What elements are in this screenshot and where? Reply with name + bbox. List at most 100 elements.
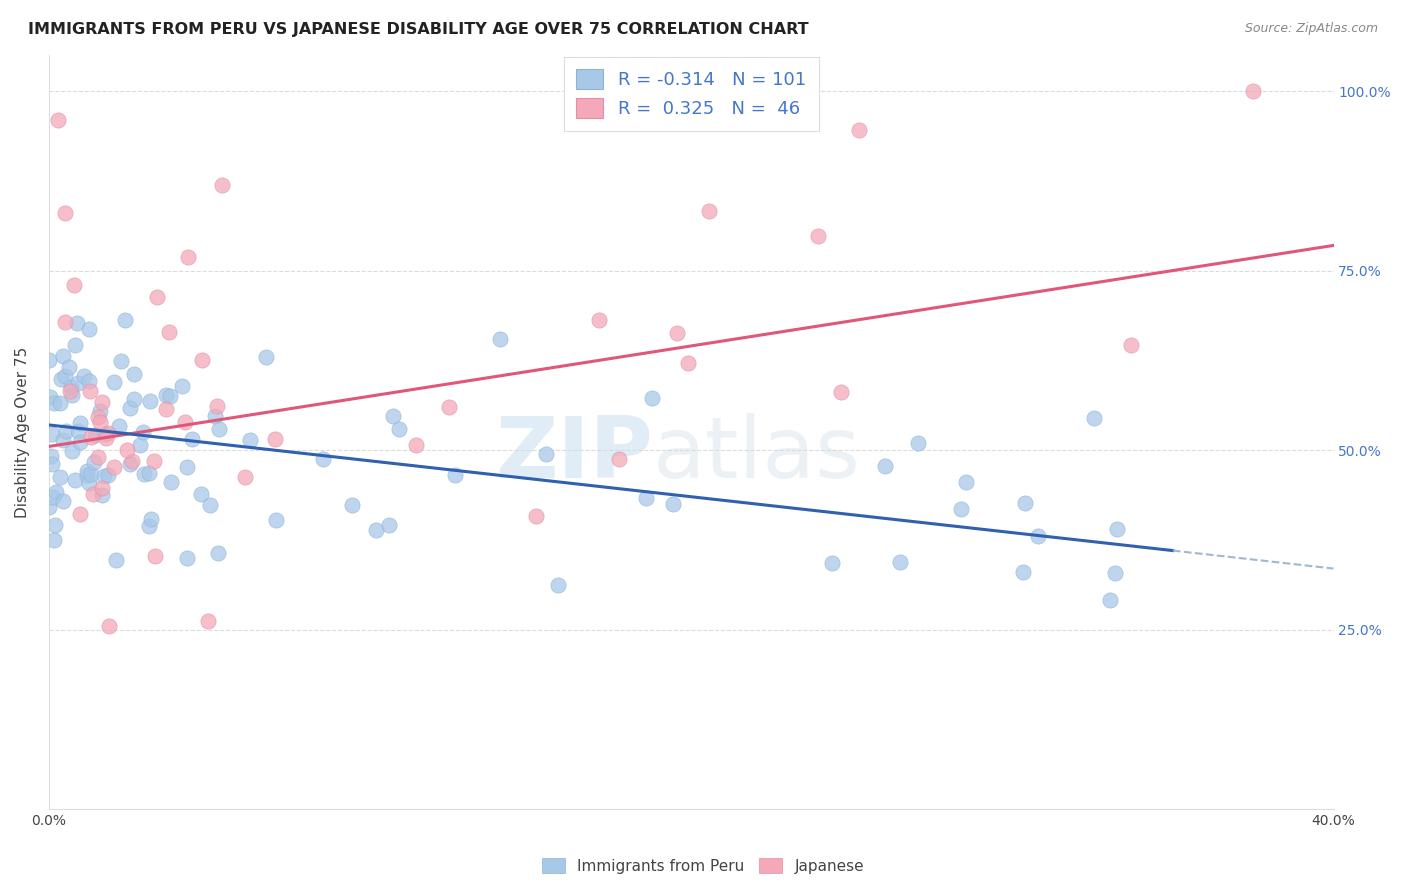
Point (120, 457, 142, 471)
Point (63, 277, 86, 292)
Text: IMMIGRANTS FROM PERU VS JAPANESE DISABILITY AGE OVER 75 CORRELATION CHART: IMMIGRANTS FROM PERU VS JAPANESE DISABIL… (28, 22, 808, 37)
Point (138, 467, 160, 481)
Point (382, 409, 405, 424)
Point (44, 533, 66, 547)
Point (607, 452, 630, 467)
Point (443, 468, 465, 483)
Point (830, 384, 852, 399)
Point (160, 475, 183, 490)
Point (97, 425, 120, 440)
Point (264, 513, 287, 527)
Point (53, 368, 76, 383)
Point (90, 395, 112, 409)
Point (134, 467, 156, 482)
Point (114, 313, 136, 327)
Point (52, 494, 75, 508)
Point (176, 460, 198, 475)
Point (122, 367, 145, 381)
Point (41, 426, 63, 441)
Point (128, 438, 150, 452)
Point (67, 424, 90, 438)
Point (588, 313, 610, 327)
Point (110, 353, 132, 368)
Point (60, 444, 83, 458)
Point (86, 450, 108, 464)
Point (678, 356, 700, 370)
Point (52, 433, 75, 447)
Point (1107, 522, 1129, 536)
Point (208, 422, 231, 436)
Point (157, 326, 180, 340)
Point (77, 475, 100, 490)
Point (59, 380, 82, 394)
Point (405, 438, 427, 452)
Point (76, 468, 98, 483)
Point (48, 112, 70, 127)
Point (889, 556, 911, 570)
Point (49, 469, 72, 483)
Point (1099, 592, 1122, 607)
Point (388, 421, 411, 435)
Point (84, 427, 107, 442)
Point (91, 482, 114, 496)
Point (488, 332, 510, 346)
Point (104, 553, 127, 567)
Point (80, 467, 103, 481)
Point (42, 396, 65, 410)
Point (1119, 338, 1142, 352)
Point (139, 394, 162, 409)
Point (67, 376, 90, 390)
Point (1012, 565, 1035, 579)
Point (122, 392, 145, 407)
Point (239, 433, 262, 447)
Point (91, 488, 114, 502)
Point (155, 387, 177, 401)
Point (94, 431, 117, 445)
Point (177, 250, 200, 264)
Point (145, 290, 167, 304)
Point (55, 424, 77, 438)
Point (190, 487, 212, 501)
Point (69, 416, 91, 430)
Point (103, 459, 125, 474)
Point (63, 337, 86, 351)
Point (662, 497, 685, 511)
Point (97, 618, 120, 632)
Point (44, 517, 66, 532)
Point (79, 430, 101, 444)
Point (820, 556, 842, 570)
Point (41, 457, 63, 471)
Text: ZIP: ZIP (495, 413, 652, 496)
Point (51, 372, 73, 386)
Y-axis label: Disability Age Over 75: Disability Age Over 75 (15, 346, 30, 517)
Point (52, 349, 75, 363)
Point (1026, 529, 1049, 543)
Point (86, 410, 108, 425)
Point (873, 458, 896, 473)
Point (848, 123, 870, 137)
Point (121, 454, 143, 468)
Legend: Immigrants from Peru, Japanese: Immigrants from Peru, Japanese (536, 852, 870, 880)
Point (45, 485, 67, 500)
Point (53, 315, 76, 329)
Point (211, 178, 233, 192)
Point (666, 326, 689, 340)
Point (89, 404, 111, 418)
Point (807, 228, 830, 243)
Point (697, 203, 720, 218)
Point (176, 551, 198, 566)
Point (59, 384, 82, 398)
Point (63, 473, 86, 487)
Point (69, 435, 91, 450)
Point (207, 546, 229, 560)
Point (437, 400, 460, 414)
Point (115, 443, 138, 458)
Point (180, 432, 202, 446)
Point (89, 415, 111, 429)
Point (170, 378, 193, 392)
Point (49, 395, 72, 409)
Point (139, 512, 162, 526)
Point (378, 518, 401, 533)
Point (205, 399, 228, 413)
Point (103, 376, 125, 390)
